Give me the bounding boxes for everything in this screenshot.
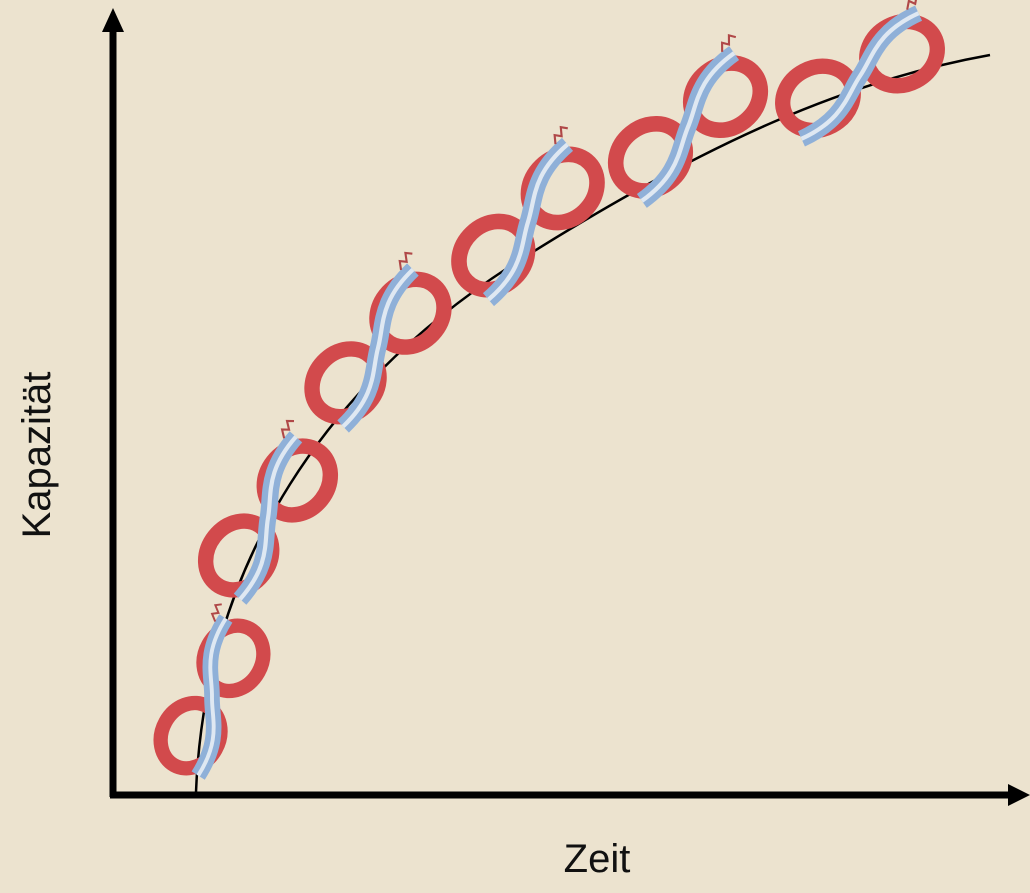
y-axis-label: Kapazität	[15, 372, 59, 539]
y-axis-arrow	[102, 8, 124, 32]
x-axis-arrow	[1008, 784, 1030, 806]
x-axis-label: Zeit	[564, 837, 631, 881]
